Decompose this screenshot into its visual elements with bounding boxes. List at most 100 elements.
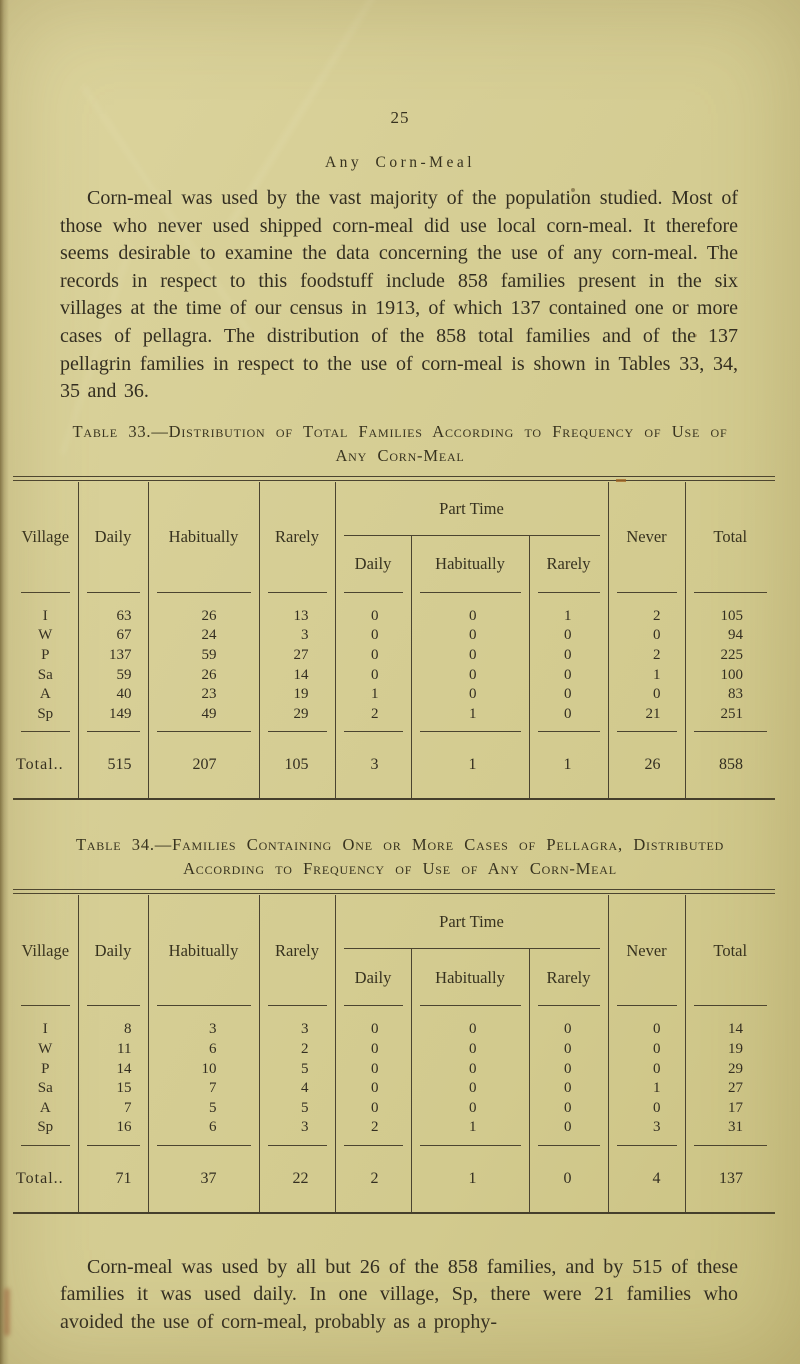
total-value-cell: 3 [334, 732, 411, 800]
value-cell: 15 [77, 1079, 148, 1099]
village-cell: I [42, 607, 48, 624]
value-cell: 49 [147, 704, 259, 733]
table-top-rule [13, 475, 775, 481]
value-cell: 67 [77, 626, 148, 646]
value-cell: 3 [258, 626, 335, 646]
subcol-header-pt-habitually: Habitually [410, 949, 529, 1007]
value-cell: 31 [684, 1118, 776, 1146]
table-row: P 14 10 5 0 0 0 0 29 [13, 1059, 776, 1080]
value-cell: 0 [607, 1059, 686, 1080]
value-cell: 0 [528, 626, 609, 646]
value-cell: 0 [528, 704, 609, 733]
value-cell: 40 [77, 685, 148, 705]
total-value-cell: 2 [334, 1145, 411, 1213]
value-cell: 0 [410, 645, 529, 666]
value-cell: 59 [77, 665, 148, 686]
village-cell: A [39, 1099, 51, 1116]
table-row: A 7 5 5 0 0 0 0 17 [13, 1098, 776, 1119]
value-cell: 2 [334, 1118, 411, 1146]
village-cell: Sp [13, 704, 78, 733]
value-cell: 27 [684, 1079, 776, 1099]
value-cell: 0 [607, 1098, 686, 1119]
table-row: W 67 24 3 0 0 0 0 94 [13, 626, 776, 646]
value-cell: 26 [147, 592, 259, 627]
table-row: Sp 16 6 3 2 1 0 3 31 [13, 1118, 776, 1146]
value-cell: 0 [607, 626, 686, 646]
value-cell: 1 [334, 685, 411, 705]
col-header-daily: Daily [77, 895, 148, 1007]
value-cell: 7 [77, 1098, 148, 1119]
value-cell: 6 [147, 1118, 259, 1146]
ink-smudge [4, 1288, 10, 1336]
value-cell: 0 [528, 1118, 609, 1146]
value-cell: 0 [528, 1039, 609, 1060]
village-cell: Sa [37, 1080, 53, 1097]
value-cell: 1 [410, 1118, 529, 1146]
value-cell: 1 [410, 704, 529, 733]
value-cell: 14 [77, 1059, 148, 1080]
value-cell: 0 [334, 1006, 411, 1040]
value-cell: 2 [607, 592, 686, 627]
value-cell: 19 [258, 685, 335, 705]
value-cell: 0 [410, 1039, 529, 1060]
value-cell: 3 [607, 1118, 686, 1146]
value-cell: 0 [334, 1098, 411, 1119]
value-cell: 11 [77, 1039, 148, 1060]
value-cell: 5 [258, 1098, 335, 1119]
total-value-cell: 4 [607, 1145, 686, 1213]
value-cell: 3 [258, 1118, 335, 1146]
value-cell: 0 [528, 685, 609, 705]
value-cell: 0 [528, 1059, 609, 1080]
col-header-habitually: Habitually [147, 895, 259, 1007]
value-cell: 63 [77, 592, 148, 627]
ink-speck [571, 188, 575, 192]
value-cell: 0 [334, 626, 411, 646]
value-cell: 0 [607, 685, 686, 705]
value-cell: 24 [147, 626, 259, 646]
value-cell: 0 [607, 1006, 686, 1040]
value-cell: 3 [147, 1006, 259, 1040]
value-cell: 17 [684, 1098, 776, 1119]
value-cell: 0 [410, 592, 529, 627]
table-row: Sa 59 26 14 0 0 0 1 100 [13, 665, 776, 686]
value-cell: 3 [258, 1006, 335, 1040]
value-cell: 83 [684, 685, 776, 705]
value-cell: 100 [684, 665, 776, 686]
value-cell: 0 [528, 1006, 609, 1040]
value-cell: 0 [334, 645, 411, 666]
table-total-row: Total.. 71 37 22 2 1 0 4 137 [13, 1145, 776, 1213]
value-cell: 27 [258, 645, 335, 666]
value-cell: 16 [77, 1118, 148, 1146]
value-cell: 21 [607, 704, 686, 733]
print-artifact [616, 479, 626, 482]
village-cell: P [41, 646, 50, 663]
value-cell: 19 [684, 1039, 776, 1060]
value-cell: 29 [684, 1059, 776, 1080]
value-cell: 149 [77, 704, 148, 733]
table-row: P 137 59 27 0 0 0 2 225 [13, 645, 776, 666]
value-cell: 0 [528, 1079, 609, 1099]
village-cell: W [38, 1040, 53, 1057]
value-cell: 0 [410, 665, 529, 686]
col-header-part-time: Part Time [334, 895, 609, 950]
table-top-rule [13, 889, 775, 895]
value-cell: 4 [258, 1079, 335, 1099]
value-cell: 0 [334, 665, 411, 686]
village-cell: Sa [37, 666, 53, 683]
total-value-cell: 1 [528, 732, 609, 800]
value-cell: 0 [334, 1059, 411, 1080]
page-number: 25 [390, 108, 410, 127]
value-cell: 0 [410, 1006, 529, 1040]
value-cell: 0 [334, 1079, 411, 1099]
table-33-wrapper: Village Daily Habitually Rarely Part Tim… [13, 475, 776, 801]
caption-line: Table 34.—Families Containing One or Mor… [75, 835, 725, 855]
value-cell: 2 [258, 1039, 335, 1060]
table-body: I 8 3 3 0 0 0 0 14 W 11 6 2 0 0 0 0 19 [13, 1006, 776, 1146]
value-cell: 7 [147, 1079, 259, 1099]
village-cell: W [38, 627, 53, 644]
col-header-rarely: Rarely [258, 895, 335, 1007]
col-header-never: Never [607, 481, 686, 593]
value-cell: 137 [77, 645, 148, 666]
col-header-never: Never [607, 895, 686, 1007]
total-value-cell: 0 [528, 1145, 609, 1213]
